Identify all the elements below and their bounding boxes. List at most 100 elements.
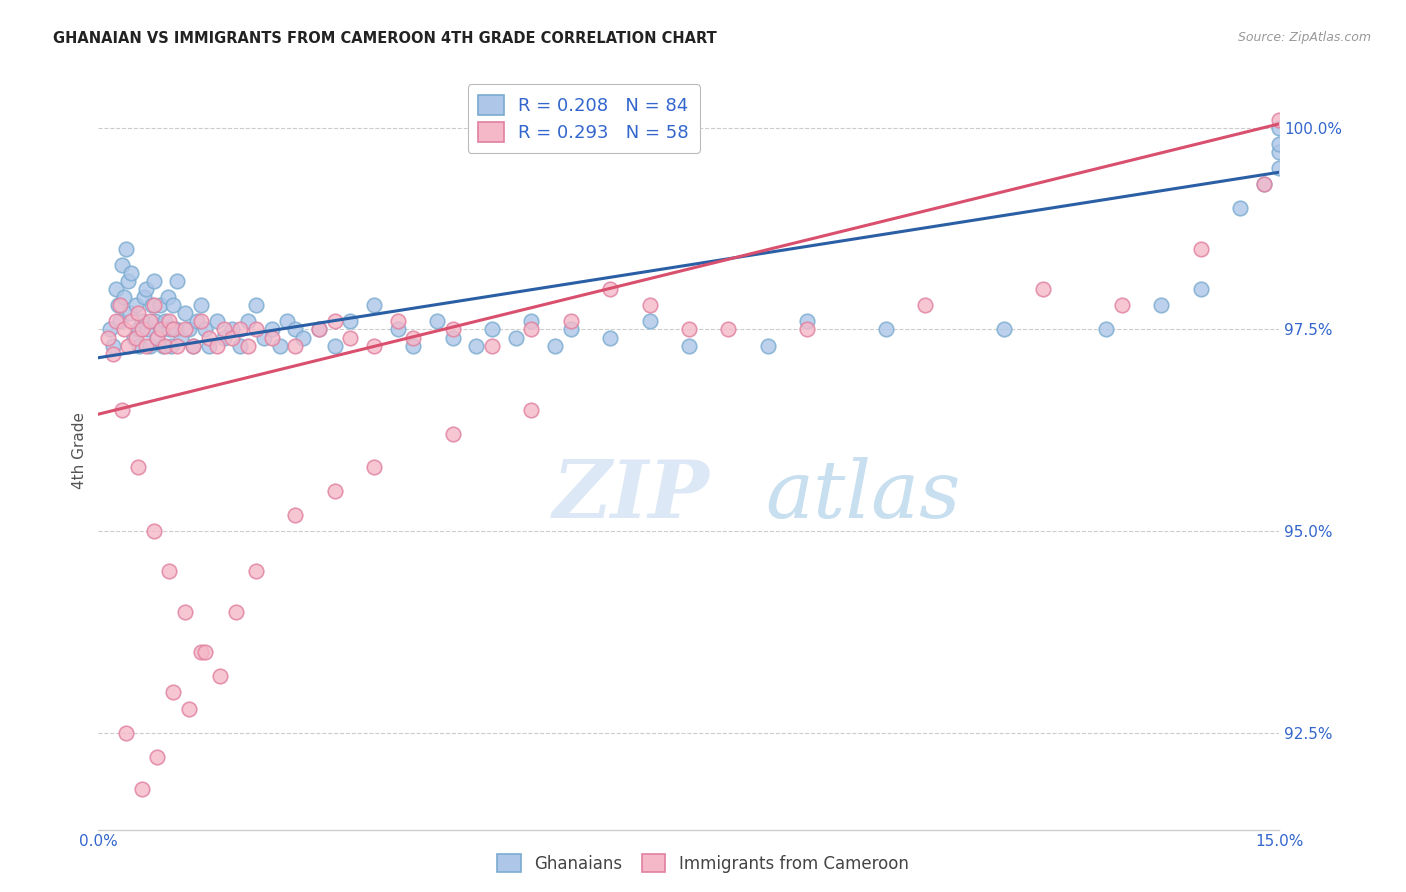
Point [190, 645, 212, 659]
Point [276, 314, 298, 328]
Point [118, 306, 141, 320]
Point [125, 330, 148, 344]
Point [136, 322, 159, 336]
Point [678, 338, 700, 352]
Point [131, 314, 153, 328]
Point [260, 322, 283, 336]
Point [339, 314, 361, 328]
Point [229, 338, 252, 352]
Point [481, 338, 503, 352]
Point [190, 314, 212, 328]
Point [544, 338, 567, 352]
Point [205, 314, 228, 328]
Point [229, 322, 252, 336]
Point [1268, 120, 1291, 135]
Point [197, 338, 219, 352]
Point [121, 266, 143, 280]
Point [205, 338, 228, 352]
Point [177, 322, 200, 336]
Point [174, 306, 197, 320]
Point [162, 685, 184, 699]
Y-axis label: 4th Grade: 4th Grade [72, 412, 87, 489]
Point [1268, 112, 1291, 127]
Point [122, 330, 145, 344]
Point [197, 330, 219, 344]
Text: GHANAIAN VS IMMIGRANTS FROM CAMEROON 4TH GRADE CORRELATION CHART: GHANAIAN VS IMMIGRANTS FROM CAMEROON 4TH… [53, 31, 717, 46]
Point [115, 242, 138, 256]
Point [174, 605, 197, 619]
Point [402, 330, 425, 344]
Point [1095, 322, 1118, 336]
Point [560, 322, 582, 336]
Point [127, 306, 149, 320]
Point [107, 298, 129, 312]
Point [308, 322, 330, 336]
Point [190, 298, 212, 312]
Point [245, 298, 267, 312]
Point [796, 314, 818, 328]
Point [127, 459, 149, 474]
Point [638, 314, 661, 328]
Point [481, 322, 503, 336]
Point [1268, 136, 1291, 151]
Point [269, 338, 291, 352]
Point [142, 298, 165, 312]
Point [441, 330, 464, 344]
Legend: Ghanaians, Immigrants from Cameroon: Ghanaians, Immigrants from Cameroon [491, 847, 915, 880]
Point [245, 565, 267, 579]
Point [125, 298, 148, 312]
Point [402, 338, 425, 352]
Point [1111, 298, 1133, 312]
Point [993, 322, 1015, 336]
Point [104, 314, 127, 328]
Point [363, 338, 385, 352]
Point [117, 338, 139, 352]
Point [796, 322, 818, 336]
Point [132, 290, 155, 304]
Point [914, 298, 936, 312]
Point [143, 314, 166, 328]
Point [1229, 202, 1251, 216]
Point [214, 322, 236, 336]
Point [177, 701, 200, 715]
Point [209, 669, 232, 683]
Point [97, 330, 120, 344]
Text: Source: ZipAtlas.com: Source: ZipAtlas.com [1237, 31, 1371, 45]
Point [426, 314, 449, 328]
Point [520, 403, 543, 417]
Point [156, 290, 179, 304]
Point [505, 330, 527, 344]
Point [756, 338, 779, 352]
Point [875, 322, 897, 336]
Point [138, 338, 160, 352]
Point [194, 322, 217, 336]
Point [135, 282, 157, 296]
Point [157, 322, 180, 336]
Point [1150, 298, 1173, 312]
Point [441, 427, 464, 442]
Point [236, 314, 259, 328]
Point [170, 330, 193, 344]
Point [115, 725, 138, 739]
Point [157, 565, 180, 579]
Point [111, 403, 134, 417]
Point [142, 524, 165, 538]
Point [181, 338, 204, 352]
Point [149, 298, 172, 312]
Point [520, 322, 543, 336]
Point [284, 322, 307, 336]
Point [1253, 178, 1275, 192]
Point [323, 338, 346, 352]
Point [441, 322, 464, 336]
Point [155, 338, 177, 352]
Point [323, 483, 346, 498]
Point [166, 338, 188, 352]
Point [150, 322, 173, 336]
Point [162, 322, 184, 336]
Point [599, 282, 621, 296]
Point [308, 322, 330, 336]
Point [245, 322, 267, 336]
Point [560, 314, 582, 328]
Point [465, 338, 488, 352]
Point [253, 330, 276, 344]
